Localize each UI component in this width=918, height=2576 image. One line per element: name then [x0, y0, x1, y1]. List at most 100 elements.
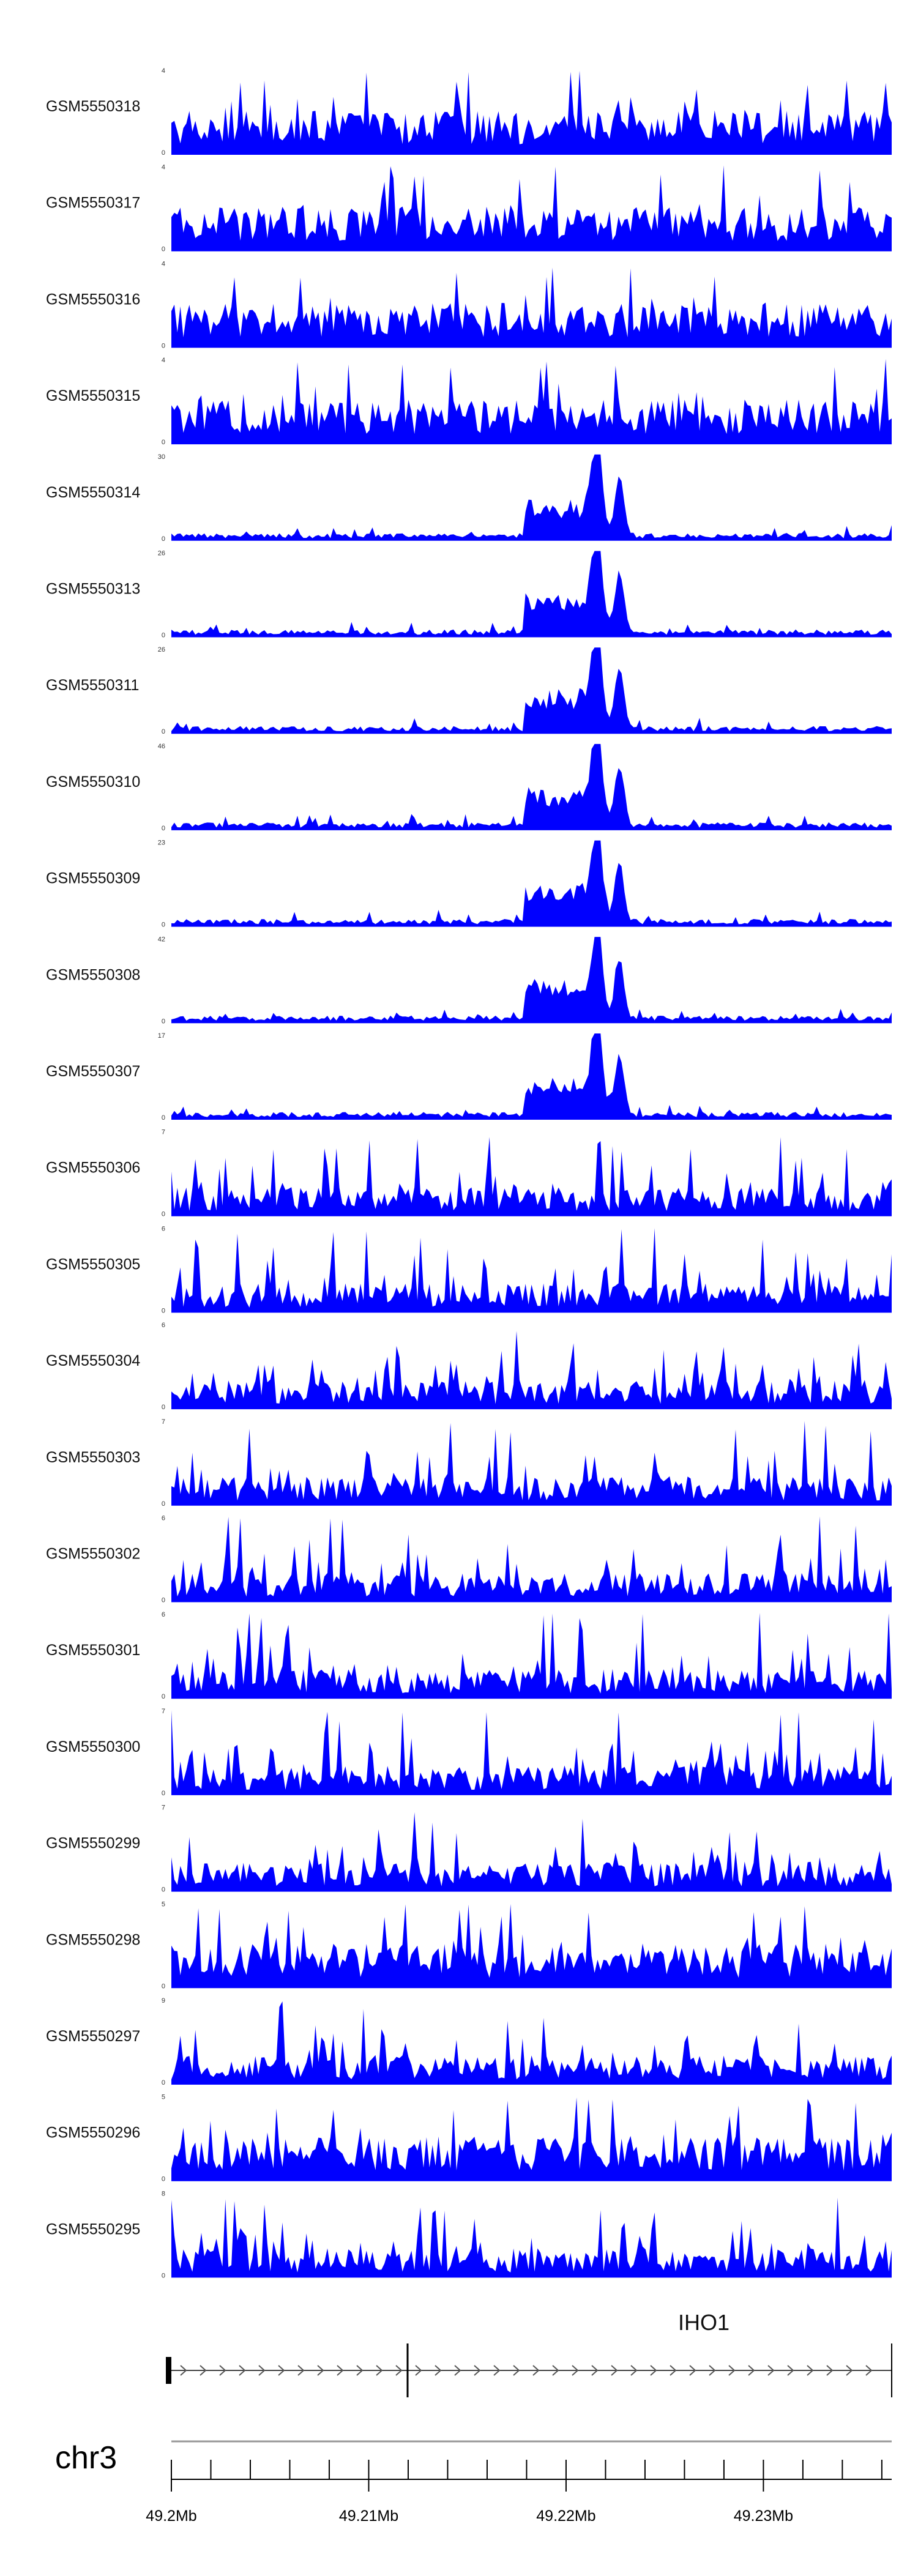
strand-arrow [200, 2365, 207, 2376]
track-GSM5550306: GSM5550306 7 0 [46, 1129, 892, 1218]
strand-arrow [474, 2365, 481, 2376]
strand-arrow [709, 2365, 716, 2376]
track-ymax-label: 26 [158, 550, 165, 557]
strand-arrow [435, 2365, 442, 2376]
strand-arrow [239, 2365, 246, 2376]
track-label: GSM5550316 [46, 291, 140, 308]
track-signal-area [171, 937, 892, 1024]
track-ymax-label: 4 [162, 67, 165, 75]
track-signal-area [171, 454, 892, 541]
strand-arrow [278, 2365, 285, 2376]
track-label: GSM5550295 [46, 2220, 140, 2238]
track-signal-area [171, 165, 892, 251]
track-ymin-label: 0 [162, 149, 165, 157]
track-ymin-label: 0 [162, 1500, 165, 1508]
strand-arrow [552, 2365, 559, 2376]
strand-arrow [572, 2365, 579, 2376]
strand-arrow [376, 2365, 383, 2376]
track-ymin-label: 0 [162, 535, 165, 543]
track-label: GSM5550300 [46, 1738, 140, 1755]
track-label: GSM5550318 [46, 98, 140, 115]
track-ymax-label: 4 [162, 260, 165, 267]
strand-arrow [337, 2365, 344, 2376]
strand-arrow [767, 2365, 775, 2376]
track-GSM5550304: GSM5550304 6 0 [46, 1322, 892, 1411]
track-label: GSM5550311 [46, 677, 139, 694]
chromosome-axis: chr3 49.2Mb 49.21Mb 49.22Mb 49.23Mb [55, 2440, 892, 2525]
track-ymax-label: 6 [162, 1611, 165, 1618]
track-ymin-label: 0 [162, 2176, 165, 2183]
track-signal-area [171, 2197, 892, 2278]
track-GSM5550309: GSM5550309 23 0 [46, 839, 892, 929]
track-GSM5550307: GSM5550307 17 0 [46, 1032, 892, 1122]
strand-arrow [630, 2365, 638, 2376]
track-ymax-label: 5 [162, 2094, 165, 2101]
strand-arrow [454, 2365, 461, 2376]
track-GSM5550310: GSM5550310 46 0 [46, 743, 892, 832]
track-ymin-label: 0 [162, 1982, 165, 1990]
track-ymax-label: 26 [158, 646, 165, 653]
track-label: GSM5550296 [46, 2124, 140, 2142]
track-GSM5550313: GSM5550313 26 0 [46, 550, 892, 639]
track-ymax-label: 4 [162, 164, 165, 171]
track-signal-area [171, 1421, 892, 1506]
track-signal-area [171, 1812, 892, 1892]
gene-label-iho1: IHO1 [678, 2310, 730, 2335]
axis-tick-label: 49.21Mb [339, 2507, 398, 2525]
track-GSM5550299: GSM5550299 7 0 [46, 1804, 892, 1894]
track-signal-area [171, 840, 892, 927]
track-ymax-label: 6 [162, 1225, 165, 1232]
strand-arrow [689, 2365, 696, 2376]
strand-arrow [670, 2365, 677, 2376]
track-ymax-label: 23 [158, 839, 165, 847]
track-label: GSM5550303 [46, 1449, 140, 1466]
track-label: GSM5550307 [46, 1063, 140, 1080]
track-ymin-label: 0 [162, 1114, 165, 1122]
track-ymin-label: 0 [162, 825, 165, 832]
track-signal-area [171, 70, 892, 155]
strand-arrow [317, 2365, 324, 2376]
track-ymin-label: 0 [162, 632, 165, 639]
track-signal-area [171, 359, 892, 445]
track-ymax-label: 4 [162, 357, 165, 364]
track-GSM5550315: GSM5550315 4 0 [46, 357, 892, 446]
track-ymax-label: 7 [162, 1129, 165, 1136]
track-GSM5550314: GSM5550314 30 0 [46, 453, 892, 543]
track-GSM5550296: GSM5550296 5 0 [46, 2094, 892, 2183]
track-GSM5550305: GSM5550305 6 0 [46, 1225, 892, 1314]
axis-tick-label: 49.23Mb [734, 2507, 793, 2525]
strand-arrow [513, 2365, 520, 2376]
track-signal-area [171, 2001, 892, 2085]
track-GSM5550298: GSM5550298 5 0 [46, 1900, 892, 1990]
track-ymax-label: 7 [162, 1418, 165, 1426]
track-label: GSM5550298 [46, 1931, 140, 1948]
strand-arrow [415, 2365, 422, 2376]
track-signal-area [171, 647, 892, 734]
track-GSM5550317: GSM5550317 4 0 [46, 164, 892, 253]
track-GSM5550302: GSM5550302 6 0 [46, 1515, 892, 1604]
axis-ticks: 49.2Mb 49.21Mb 49.22Mb 49.23Mb [146, 2460, 883, 2525]
strand-arrow [650, 2365, 657, 2376]
track-signal-area [171, 1228, 892, 1313]
track-ymax-label: 30 [158, 453, 165, 461]
track-GSM5550301: GSM5550301 6 0 [46, 1611, 892, 1700]
strand-arrow [826, 2365, 834, 2376]
axis-tick-label: 49.2Mb [146, 2507, 196, 2525]
track-label: GSM5550299 [46, 1835, 140, 1852]
track-ymax-label: 17 [158, 1032, 165, 1040]
track-signal-area [171, 1612, 892, 1699]
gene-track: IHO1 [166, 2310, 892, 2397]
track-signal-area [171, 1516, 892, 1603]
track-label: GSM5550302 [46, 1546, 140, 1563]
track-label: GSM5550313 [46, 581, 140, 598]
track-signal-area [171, 267, 892, 348]
strand-arrow [865, 2365, 873, 2376]
track-signal-area [171, 1904, 892, 1989]
track-signal-area [171, 1331, 892, 1410]
track-GSM5550295: GSM5550295 8 0 [46, 2190, 892, 2279]
track-signal-area [171, 551, 892, 638]
strand-arrow [493, 2365, 501, 2376]
track-GSM5550303: GSM5550303 7 0 [46, 1418, 892, 1508]
track-label: GSM5550297 [46, 2028, 140, 2045]
strand-arrow [395, 2365, 403, 2376]
